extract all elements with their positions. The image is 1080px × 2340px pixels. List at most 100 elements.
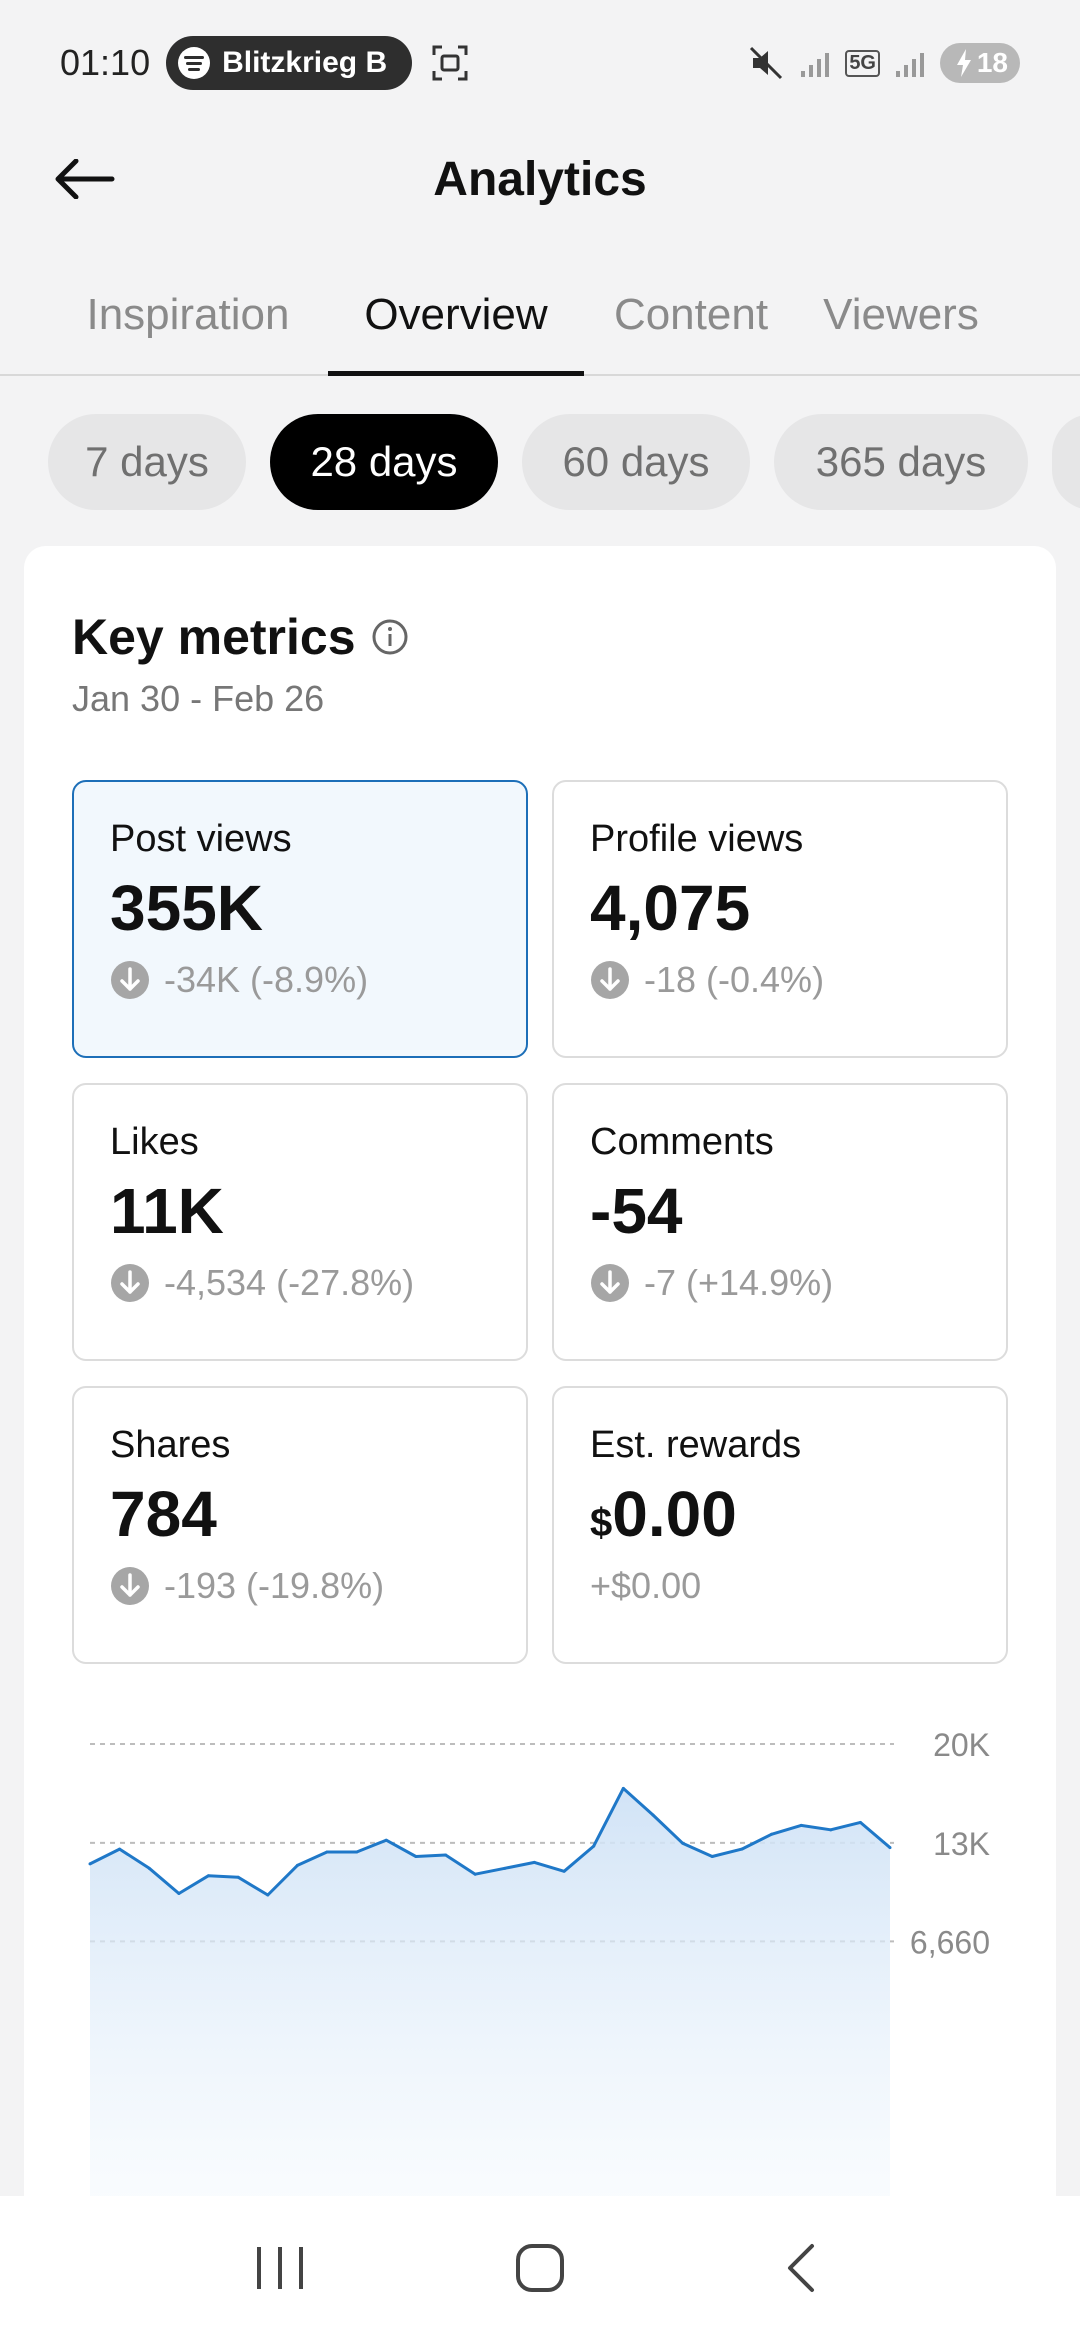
post-views-chart[interactable]: 20K 13K 6,660 (24, 546, 1056, 2196)
tab-bar: Inspiration Overview Content Viewers (0, 272, 1080, 376)
metric-est-rewards[interactable]: Est. rewards $0.00 +$0.00 (552, 1386, 1008, 1664)
chart-data-point (710, 1854, 714, 1858)
metric-value: -54 (590, 1175, 683, 1247)
signal-icon-2 (896, 53, 924, 77)
arrow-down-circle-icon (111, 1567, 149, 1605)
period-60-days[interactable]: 60 days (522, 414, 750, 510)
info-icon[interactable] (370, 617, 410, 657)
arrow-down-circle-icon (591, 961, 629, 999)
back-button[interactable] (48, 148, 120, 210)
home-button[interactable] (495, 2223, 585, 2313)
arrow-down-circle-icon (591, 1264, 629, 1302)
charging-icon (956, 49, 971, 77)
chart-series-line (89, 1786, 891, 1897)
metric-comments[interactable]: Comments -54 -7 (+14.9%) (552, 1083, 1008, 1361)
chart-data-point (236, 1875, 240, 1879)
chart-data-point (621, 1786, 625, 1790)
metric-change-text: -4,534 (-27.8%) (164, 1262, 415, 1303)
metric-change: -18 (-0.4%) (590, 959, 970, 1001)
metric-change: -193 (-19.8%) (110, 1565, 490, 1607)
metric-currency: $ (590, 1501, 613, 1545)
chart-data-point (473, 1872, 477, 1876)
chart-data-point (503, 1866, 507, 1870)
spotify-now-playing[interactable]: Blitzkrieg B (166, 36, 413, 90)
metric-profile-views[interactable]: Profile views 4,075 -18 (-0.4%) (552, 780, 1008, 1058)
spotify-icon (178, 47, 211, 79)
network-5g-label: 5G (845, 49, 880, 77)
recent-apps-button[interactable] (235, 2223, 325, 2313)
chart-data-point (295, 1863, 299, 1867)
chart-data-point (829, 1828, 833, 1832)
metric-value: 4,075 (590, 872, 751, 944)
chart-data-point (532, 1860, 536, 1864)
metric-label: Profile views (590, 818, 804, 860)
chart-data-point (858, 1820, 862, 1824)
app-header: Analytics (0, 126, 1080, 232)
period-7-days[interactable]: 7 days (48, 414, 246, 510)
home-icon (516, 2244, 564, 2292)
chart-y-tick-label: 13K (933, 1826, 990, 1862)
system-back-button[interactable] (755, 2223, 845, 2313)
metric-change: -7 (+14.9%) (590, 1262, 970, 1304)
chart-data-point (799, 1823, 803, 1827)
metric-value: 355K (110, 872, 263, 944)
date-range: Jan 30 - Feb 26 (72, 678, 325, 719)
status-time: 01:10 (60, 42, 151, 83)
metric-change-text: -193 (-19.8%) (164, 1565, 385, 1606)
arrow-down-circle-icon (111, 961, 149, 999)
metric-label: Likes (110, 1121, 199, 1163)
chart-data-point (355, 1850, 359, 1854)
spotify-track: Blitzkrieg B (222, 46, 388, 79)
chart-data-point (651, 1813, 655, 1817)
arrow-left-icon (55, 159, 115, 199)
system-nav-bar (0, 2196, 1080, 2340)
chart-data-point (88, 1862, 92, 1866)
metric-change-text: -7 (+14.9%) (644, 1262, 834, 1303)
status-bar: 01:10 Blitzkrieg B 5G 18 (0, 0, 1080, 126)
battery-indicator: 18 (940, 43, 1020, 83)
chart-data-point (414, 1854, 418, 1858)
period-overflow-chip[interactable] (1052, 414, 1080, 510)
period-365-days[interactable]: 365 days (774, 414, 1028, 510)
chart-area-fill (90, 1788, 890, 2196)
metric-change: +$0.00 (590, 1565, 970, 1607)
screenshot-icon (432, 45, 468, 81)
chart-y-tick-label: 6,660 (910, 1924, 990, 1960)
chart-data-point (592, 1844, 596, 1848)
metric-value: 784 (110, 1478, 217, 1550)
metric-post-views[interactable]: Post views 355K -34K (-8.9%) (72, 780, 528, 1058)
recent-apps-icon (257, 2247, 303, 2289)
chart-data-point (681, 1841, 685, 1845)
chart-data-point (177, 1891, 181, 1895)
key-metrics-header: Key metrics (72, 608, 410, 666)
metric-shares[interactable]: Shares 784 -193 (-19.8%) (72, 1386, 528, 1664)
page-title: Analytics (433, 152, 647, 206)
chart-data-point (740, 1847, 744, 1851)
metric-value: $0.00 (590, 1477, 970, 1551)
metric-label: Est. rewards (590, 1424, 802, 1466)
metric-likes[interactable]: Likes 11K -4,534 (-27.8%) (72, 1083, 528, 1361)
chart-data-point (266, 1893, 270, 1897)
chart-data-point (325, 1850, 329, 1854)
tab-overview[interactable]: Overview (328, 272, 584, 376)
chart-data-point (207, 1874, 211, 1878)
tab-content[interactable]: Content (613, 290, 769, 339)
back-icon (788, 2244, 814, 2292)
arrow-down-circle-icon (111, 1264, 149, 1302)
metric-change-text: -18 (-0.4%) (644, 959, 825, 1000)
metric-change-text: -34K (-8.9%) (164, 959, 369, 1000)
metric-label: Post views (110, 818, 292, 860)
period-28-days[interactable]: 28 days (270, 414, 498, 510)
tab-viewers[interactable]: Viewers (823, 290, 979, 339)
metric-value-number: 0.00 (612, 1478, 737, 1550)
metric-value: 11K (110, 1175, 224, 1247)
period-selector: 7 days 28 days 60 days 365 days (48, 414, 1028, 510)
chart-data-point (147, 1866, 151, 1870)
battery-level: 18 (976, 47, 1008, 78)
metric-change: -34K (-8.9%) (110, 959, 490, 1001)
tab-inspiration[interactable]: Inspiration (86, 290, 290, 339)
metric-label: Shares (110, 1424, 231, 1466)
chart-data-point (562, 1869, 566, 1873)
chart-y-tick-label: 20K (933, 1727, 990, 1763)
chart-data-point (118, 1847, 122, 1851)
